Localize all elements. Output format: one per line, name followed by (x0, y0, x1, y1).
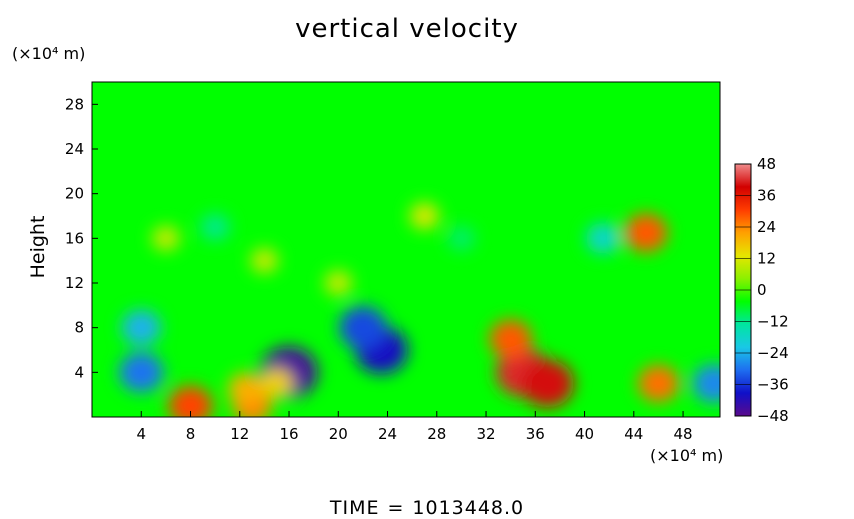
field-feature-12 (624, 213, 668, 253)
y-tick-label-2: 12 (65, 274, 84, 292)
y-tick-label-3: 16 (65, 229, 84, 247)
y-tick-label-0: 4 (74, 363, 84, 381)
field-feature-20 (447, 225, 476, 251)
field-feature-2 (489, 319, 533, 359)
x-tick-label-7: 32 (476, 425, 495, 443)
y-axis-unit: (×10⁴ m) (12, 44, 86, 63)
field-feature-21 (409, 202, 440, 230)
velocity-field (119, 202, 720, 417)
plot-background (92, 82, 720, 417)
field-feature-7 (121, 309, 161, 346)
colorbar-tick-label-6: −24 (757, 344, 789, 362)
plot-frame (91, 81, 721, 418)
colorbar-tick-label-4: 0 (757, 281, 767, 299)
field-feature-5 (339, 306, 387, 350)
x-tick-label-11: 48 (674, 425, 693, 443)
colorbar: 48 36 24 12 0 −12 −24 −36 −48 (734, 155, 789, 425)
x-tick-label-4: 20 (329, 425, 348, 443)
x-tick-label-5: 24 (378, 425, 397, 443)
field-feature-19 (151, 225, 180, 251)
colorbar-tick-label-7: −36 (757, 376, 789, 394)
y-tick-label-6: 28 (65, 95, 84, 113)
colorbar-ticks: 48 36 24 12 0 −12 −24 −36 −48 (735, 155, 789, 425)
y-tick-label-4: 20 (65, 185, 84, 203)
x-axis: 4 8 12 16 20 24 28 32 36 40 44 48 (136, 411, 693, 443)
field-feature-1 (521, 359, 574, 408)
colorbar-tick-label-2: 24 (757, 218, 776, 236)
field-feature-15 (585, 222, 621, 254)
y-axis: 4 8 12 16 20 24 28 (65, 95, 98, 381)
x-tick-label-0: 4 (136, 425, 146, 443)
field-feature-10 (227, 372, 264, 406)
colorbar-tick-label-5: −12 (757, 313, 789, 331)
time-value: 1013448.0 (412, 497, 525, 519)
field-feature-13 (637, 364, 679, 403)
colorbar-tick-label-3: 12 (757, 250, 776, 268)
colorbar-tick-label-8: −48 (757, 407, 789, 425)
y-tick-label-1: 8 (74, 319, 84, 337)
colorbar-tick-label-0: 48 (757, 155, 776, 173)
field-feature-18 (200, 213, 230, 241)
x-tick-label-1: 8 (186, 425, 196, 443)
field-feature-14 (692, 364, 720, 403)
field-feature-16 (324, 270, 353, 296)
x-tick-label-8: 36 (526, 425, 545, 443)
colorbar-tick-label-1: 36 (757, 187, 776, 205)
field-feature-17 (250, 248, 279, 274)
field-feature-8 (168, 385, 213, 417)
field-feature-6 (119, 352, 164, 393)
x-tick-label-10: 44 (624, 425, 643, 443)
x-tick-label-9: 40 (575, 425, 594, 443)
time-equals: = (387, 497, 405, 519)
x-tick-label-2: 12 (230, 425, 249, 443)
chart-title: vertical velocity (295, 14, 519, 44)
plot-area (92, 82, 720, 417)
x-tick-label-3: 16 (279, 425, 298, 443)
time-readout: TIME = 1013448.0 (0, 497, 854, 519)
y-tick-label-5: 24 (65, 140, 84, 158)
x-tick-label-6: 28 (427, 425, 446, 443)
x-axis-unit: (×10⁴ m) (650, 446, 724, 465)
field-feature-11 (260, 368, 294, 399)
time-name: TIME (329, 497, 380, 519)
